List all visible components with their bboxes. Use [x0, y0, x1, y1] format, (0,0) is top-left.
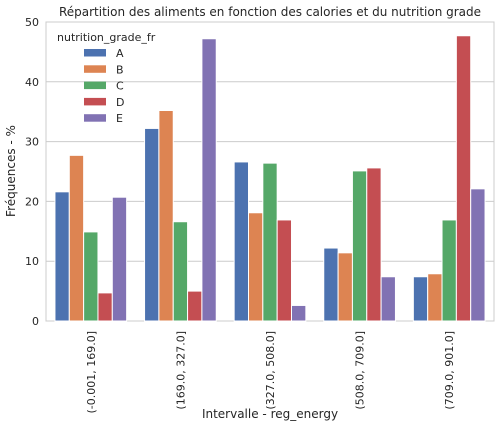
- bar-b-4: [427, 273, 443, 322]
- bar-b-1: [158, 110, 174, 322]
- x-tick-label: (508.0, 709.0]: [354, 331, 367, 410]
- bar-d-1: [187, 290, 203, 322]
- bar-c-1: [172, 221, 189, 322]
- bar-c-2: [262, 162, 278, 322]
- y-axis-ticks: 0 10 20 30 40 50: [25, 16, 39, 328]
- y-tick-label: 20: [25, 195, 39, 208]
- chart-title: Répartition des aliments en fonction des…: [59, 5, 481, 19]
- legend-swatch-d: [84, 97, 106, 106]
- x-axis-ticks: (-0.001, 169.0] (169.0, 327.0] (327.0, 508…: [85, 331, 456, 414]
- legend-title: nutrition_grade_fr: [57, 31, 156, 44]
- y-tick-label: 0: [32, 315, 39, 328]
- y-tick-label: 50: [25, 16, 39, 29]
- x-tick-label: (709.0, 901.0]: [443, 331, 456, 410]
- bar-b-2: [248, 212, 264, 322]
- bar-e-3: [380, 276, 396, 322]
- legend-label: B: [116, 63, 124, 76]
- y-tick-label: 10: [25, 255, 39, 268]
- bar-d-4: [455, 35, 472, 322]
- bar-c-3: [351, 170, 368, 322]
- bar-b-0: [68, 154, 85, 322]
- bar-e-1: [201, 38, 217, 322]
- y-axis-title: Fréquences - %: [4, 125, 18, 217]
- bar-c-0: [83, 231, 99, 322]
- bar-c-4: [441, 219, 457, 322]
- legend-swatch-b: [84, 65, 106, 73]
- legend-swatch-e: [84, 114, 106, 122]
- bar-a-4: [412, 276, 429, 322]
- bar-e-0: [111, 196, 128, 322]
- legend-swatch-c: [84, 81, 106, 90]
- legend-swatch-a: [84, 49, 106, 57]
- legend-label: D: [116, 96, 124, 109]
- bars: [54, 35, 486, 322]
- y-tick-label: 30: [25, 136, 39, 149]
- x-tick-label: (327.0, 508.0]: [264, 331, 277, 410]
- legend-label: A: [116, 47, 124, 60]
- bar-a-3: [323, 247, 339, 322]
- bar-e-2: [291, 304, 307, 322]
- x-tick-label: (-0.001, 169.0]: [85, 331, 98, 414]
- bar-d-3: [366, 167, 382, 322]
- bar-a-2: [233, 161, 250, 322]
- legend-label: E: [116, 112, 123, 125]
- y-tick-label: 40: [25, 76, 39, 89]
- x-tick-label: (169.0, 327.0]: [174, 331, 187, 410]
- bar-a-1: [144, 127, 160, 322]
- x-axis-title: Intervalle - reg_energy: [202, 407, 338, 421]
- bar-d-2: [276, 219, 293, 322]
- bar-a-0: [54, 191, 70, 322]
- bar-e-4: [470, 188, 486, 322]
- bar-b-3: [337, 252, 353, 322]
- bar-d-0: [97, 292, 113, 322]
- legend-label: C: [116, 80, 124, 93]
